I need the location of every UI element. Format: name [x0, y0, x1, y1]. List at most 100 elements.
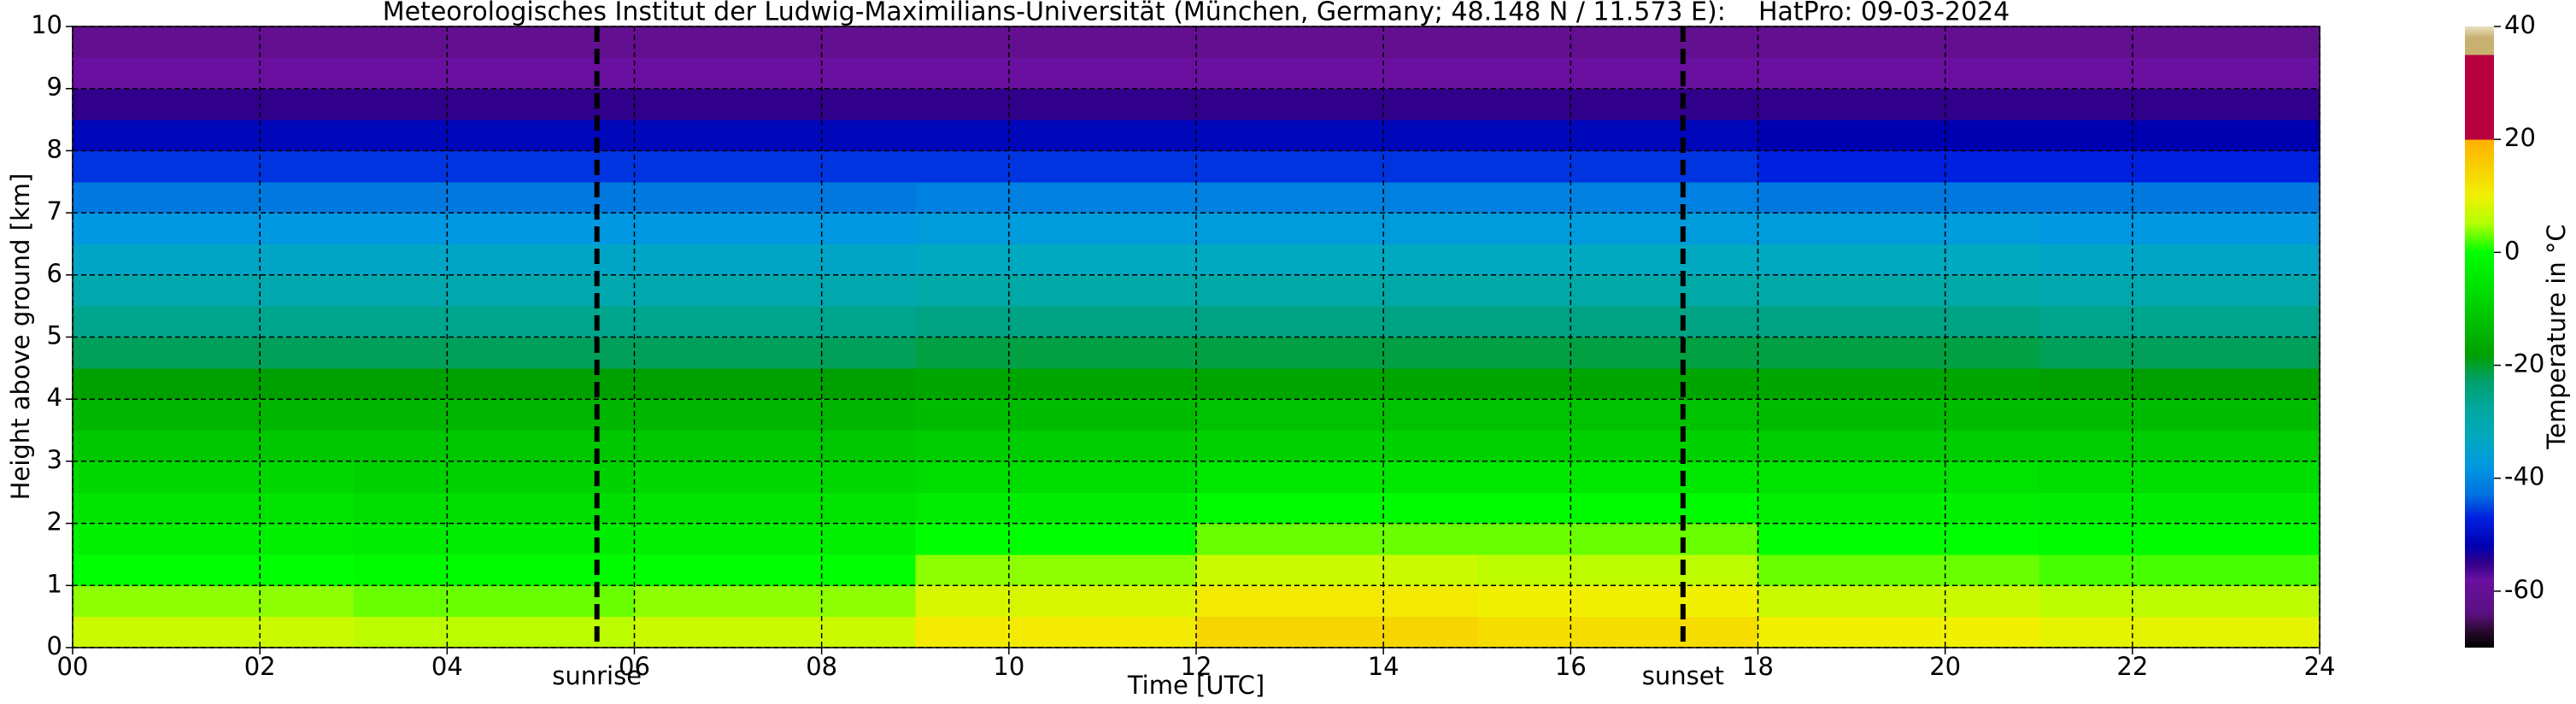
heatmap-cell	[1476, 306, 1758, 337]
y-tick-label: 6	[47, 259, 62, 288]
heatmap-cell	[915, 585, 1197, 618]
heatmap-cell	[73, 367, 355, 400]
heatmap-cell	[1196, 274, 1478, 307]
y-tick-label: 9	[47, 73, 62, 102]
heatmap-cell	[1476, 399, 1758, 431]
heatmap-cell	[2039, 492, 2321, 525]
heatmap-cell	[73, 88, 355, 120]
heatmap-cell	[353, 26, 635, 58]
heatmap-cell	[915, 181, 1197, 214]
heatmap-cell	[634, 181, 916, 214]
heatmap-cell	[1757, 399, 2039, 431]
heatmap-cell	[2039, 57, 2321, 90]
heatmap-cell	[634, 88, 916, 120]
heatmap-cell	[915, 616, 1197, 648]
heatmap-cell	[1476, 585, 1758, 618]
heatmap-cell	[1757, 57, 2039, 90]
y-tick-label: 0	[47, 631, 62, 660]
heatmap-cell	[634, 150, 916, 183]
chart-title: Meteorologisches Institut der Ludwig-Max…	[383, 0, 2010, 27]
heatmap-cell	[1476, 337, 1758, 369]
heatmap-cell	[353, 88, 635, 120]
heatmap-cell	[634, 26, 916, 58]
heatmap-cell	[1196, 181, 1478, 214]
heatmap-cell	[1476, 181, 1758, 214]
heatmap-cell	[73, 430, 355, 462]
heatmap-cell	[2039, 337, 2321, 369]
heatmap-cell	[73, 523, 355, 555]
heatmap-cell	[634, 616, 916, 648]
heatmap-cell	[2039, 430, 2321, 462]
x-tick-label: 06	[619, 652, 650, 681]
heatmap-cell	[353, 367, 635, 400]
heatmap-cell	[73, 616, 355, 648]
heatmap-cell	[634, 243, 916, 276]
heatmap-cell	[1757, 554, 2039, 586]
heatmap-cell	[2039, 243, 2321, 276]
heatmap-cell	[634, 585, 916, 618]
heatmap-cell	[634, 57, 916, 90]
heatmap-cell	[915, 337, 1197, 369]
heatmap-cell	[1757, 181, 2039, 214]
heatmap-cell	[1476, 57, 1758, 90]
heatmap-cell	[915, 120, 1197, 151]
annotation-label: sunrise	[552, 661, 642, 690]
heatmap-cell	[1196, 399, 1478, 431]
heatmap-cell	[1196, 337, 1478, 369]
x-tick-label: 18	[1742, 652, 1774, 681]
heatmap-cell	[73, 461, 355, 493]
y-tick-label: 8	[47, 134, 62, 163]
heatmap-cell	[2039, 616, 2321, 648]
heatmap-cell	[2039, 274, 2321, 307]
heatmap-cell	[1757, 492, 2039, 525]
heatmap-cell	[1196, 461, 1478, 493]
y-tick-label: 5	[47, 321, 62, 350]
heatmap-cell	[73, 26, 355, 58]
heatmap-cell	[1757, 243, 2039, 276]
heatmap-cell	[353, 274, 635, 307]
heatmap-cell	[915, 461, 1197, 493]
heatmap-cell	[915, 523, 1197, 555]
x-tick-label: 02	[244, 652, 276, 681]
heatmap-cell	[353, 461, 635, 493]
x-tick-label: 10	[993, 652, 1024, 681]
colorbar-label: Temperature in °C	[2542, 224, 2571, 449]
heatmap-cell	[2039, 120, 2321, 151]
heatmap-cell	[353, 585, 635, 618]
heatmap-cell	[634, 461, 916, 493]
heatmap-cell	[1476, 461, 1758, 493]
heatmap-cell	[1196, 306, 1478, 337]
heatmap-cell	[915, 367, 1197, 400]
colorbar-tick-label: -20	[2504, 349, 2544, 378]
heatmap-cell	[2039, 213, 2321, 244]
heatmap-cell	[634, 430, 916, 462]
heatmap-cell	[2039, 554, 2321, 586]
heatmap-cell	[1476, 274, 1758, 307]
heatmap-cell	[1476, 492, 1758, 525]
heatmap-cell	[2039, 585, 2321, 618]
heatmap-cell	[353, 150, 635, 183]
heatmap-cell	[353, 213, 635, 244]
colorbar-tick-label: -40	[2504, 462, 2544, 491]
heatmap-cell	[2039, 461, 2321, 493]
heatmap-cell	[73, 274, 355, 307]
heatmap-cell	[73, 337, 355, 369]
heatmap-cell	[1196, 430, 1478, 462]
heatmap-cell	[1196, 26, 1478, 58]
heatmap-cell	[2039, 150, 2321, 183]
heatmap-cell	[1196, 57, 1478, 90]
heatmap-cell	[1476, 430, 1758, 462]
x-tick-label: 12	[1181, 652, 1212, 681]
heatmap-cell	[353, 492, 635, 525]
heatmap-cell	[1196, 492, 1478, 525]
heatmap-cell	[1196, 120, 1478, 151]
heatmap-cell	[915, 399, 1197, 431]
x-tick-label: 24	[2304, 652, 2336, 681]
heatmap-cell	[1476, 243, 1758, 276]
y-axis-label: Height above ground [km]	[6, 173, 35, 501]
heatmap-cell	[1196, 367, 1478, 400]
heatmap-cell	[353, 306, 635, 337]
heatmap-cell	[1757, 461, 2039, 493]
heatmap-cell	[2039, 523, 2321, 555]
